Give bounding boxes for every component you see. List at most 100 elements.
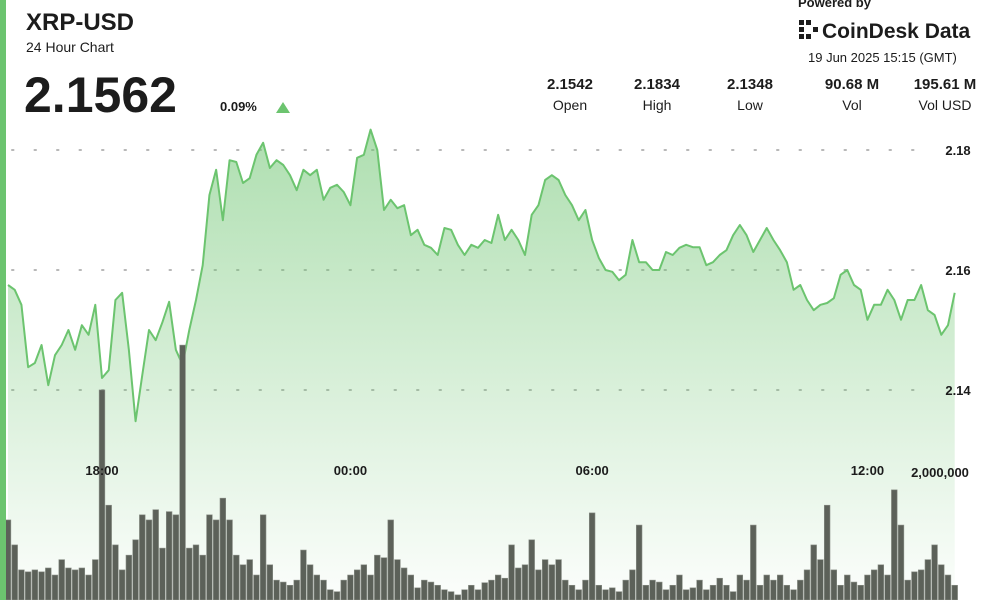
volume-bar	[938, 564, 945, 600]
volume-bar	[850, 581, 858, 600]
volume-bar	[696, 579, 703, 600]
stat-value: 2.1348	[727, 76, 773, 93]
volume-bar	[85, 574, 92, 600]
volume-bar	[139, 514, 146, 600]
timestamp: 19 Jun 2025 15:15 (GMT)	[808, 50, 957, 65]
volume-bar	[609, 587, 616, 600]
volume-bar	[676, 574, 683, 600]
volume-bar	[400, 567, 408, 600]
volume-bar	[92, 559, 99, 600]
volume-bar	[810, 544, 817, 600]
volume-bar	[763, 574, 770, 600]
volume-bar	[582, 579, 589, 600]
volume-bar	[884, 574, 891, 600]
volume-bar	[414, 587, 421, 600]
stat-label: Open	[553, 97, 587, 113]
volume-bar	[736, 574, 744, 600]
volume-bar	[280, 581, 287, 600]
volume-bar	[797, 579, 804, 600]
volume-bar	[45, 567, 52, 600]
volume-bar	[864, 574, 871, 600]
volume-bar	[58, 559, 65, 600]
volume-bar	[212, 519, 220, 600]
volume-bar	[817, 559, 824, 600]
volume-bar	[931, 544, 938, 600]
volume-bar	[71, 569, 79, 600]
volume-bar	[253, 574, 260, 600]
volume-bar	[145, 519, 153, 600]
volume-bar	[367, 574, 374, 600]
volume-bar	[535, 569, 542, 600]
volume-bar	[125, 554, 133, 600]
stat-value: 90.68 M	[825, 76, 879, 93]
volume-bar	[857, 584, 864, 600]
volume-bar	[434, 584, 441, 600]
volume-bar	[602, 589, 609, 600]
volume-bar	[219, 497, 227, 600]
volume-bar	[421, 579, 428, 600]
price-area	[8, 129, 955, 600]
volume-bar	[333, 591, 341, 600]
stat-value: 2.1542	[547, 76, 593, 93]
volume-bar	[374, 554, 381, 600]
volume-bar	[4, 519, 12, 600]
volume-bar	[635, 524, 643, 600]
volume-bar	[488, 579, 495, 600]
volume-bar	[31, 569, 39, 600]
volume-bar	[521, 564, 529, 600]
volume-bar	[515, 567, 522, 600]
volume-bar	[18, 569, 25, 600]
volume-bar	[441, 589, 448, 600]
volume-bar	[159, 547, 166, 600]
volume-bar	[830, 569, 838, 600]
volume-bar	[870, 569, 878, 600]
volume-bar	[716, 577, 723, 600]
volume-bar	[776, 574, 784, 600]
volume-bar	[911, 571, 918, 600]
volume-bar	[629, 569, 636, 600]
volume-bar	[877, 564, 885, 600]
volume-bar	[179, 344, 186, 600]
stat-label: High	[643, 97, 672, 113]
volume-bar	[286, 584, 294, 600]
volume-bar	[689, 587, 697, 600]
change-percent: 0.09%	[220, 99, 257, 114]
x-tick-label: 06:00	[576, 463, 609, 478]
stats: 2.1542 Open 2.1834 High 2.1348 Low 90.68 M Vol 1…	[547, 76, 976, 113]
volume-bar	[192, 544, 200, 600]
volume-bar	[951, 584, 958, 600]
volume-bar	[320, 579, 327, 600]
volume-bar	[239, 564, 247, 600]
stat-value: 195.61 M	[914, 76, 977, 93]
volume-bar	[461, 589, 468, 600]
accent-bar	[0, 0, 6, 600]
stat-label: Vol USD	[919, 97, 972, 113]
volume-bar	[394, 559, 401, 600]
volume-bar	[360, 564, 368, 600]
volume-bar	[682, 589, 690, 600]
volume-bar	[528, 539, 535, 600]
price-line	[7, 128, 956, 423]
volume-bar	[844, 574, 851, 600]
volume-bar	[300, 549, 307, 600]
stat-value: 2.1834	[634, 76, 681, 93]
volume-bar	[837, 584, 844, 600]
volume-bar	[568, 584, 576, 600]
volume-bar	[723, 584, 730, 600]
volume-bar	[206, 514, 213, 600]
volume-bar	[770, 579, 777, 600]
volume-bar	[454, 594, 462, 600]
volume-bar	[186, 547, 193, 600]
volume-bar	[501, 577, 509, 600]
volume-bar	[703, 589, 710, 600]
chart-title: XRP-USD	[26, 9, 134, 36]
volume-bar	[494, 574, 502, 600]
y2-tick-label: 2,000,000	[911, 465, 969, 480]
stat-label: Low	[737, 97, 764, 113]
volume-bar	[226, 519, 233, 600]
volume-bar	[588, 512, 596, 600]
volume-bar	[562, 579, 569, 600]
volume-bar	[387, 519, 394, 600]
x-tick-label: 00:00	[334, 463, 367, 478]
